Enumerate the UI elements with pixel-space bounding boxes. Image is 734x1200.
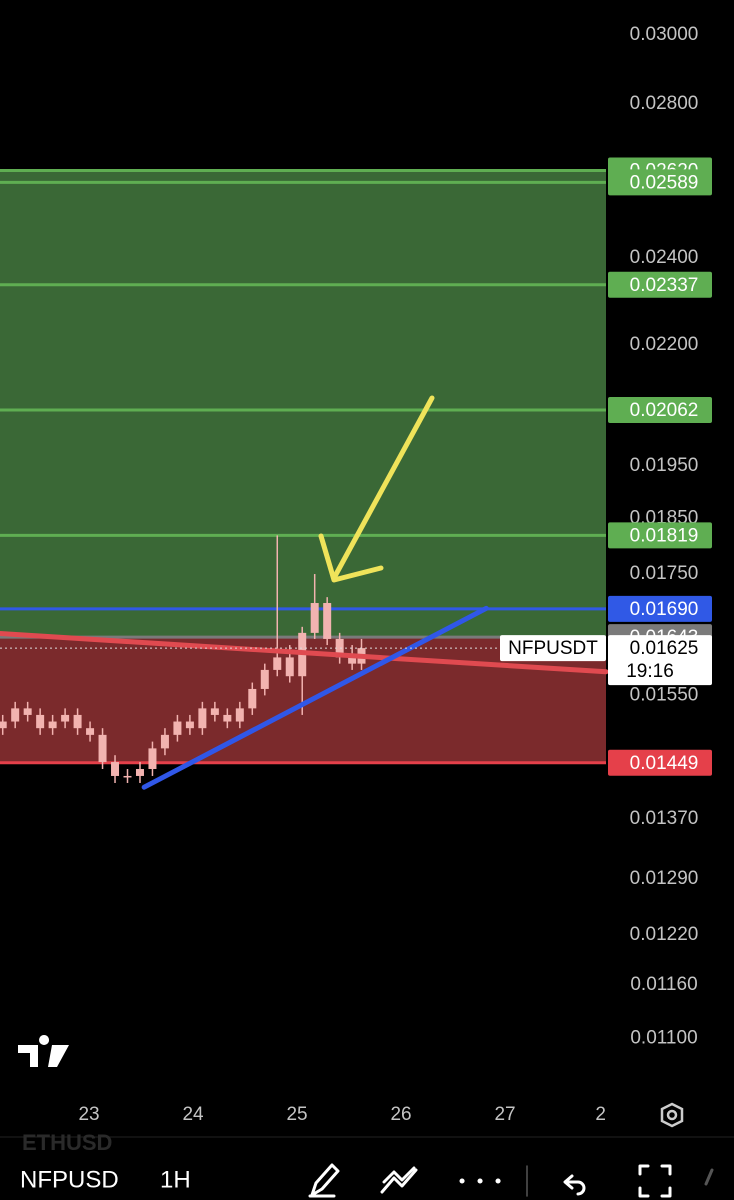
candle-body	[223, 714, 232, 722]
candle-body	[185, 721, 194, 729]
price-tag	[608, 271, 712, 298]
last-price-label: 0.01625	[630, 638, 699, 659]
candle-body	[285, 657, 294, 677]
price-tag	[608, 749, 712, 776]
symbol[interactable]: NFPUSD	[20, 1166, 119, 1193]
candle-body	[48, 721, 57, 729]
candle-body	[0, 721, 7, 729]
candle-body	[198, 708, 207, 729]
candle-body	[73, 714, 82, 729]
candle-body	[61, 714, 70, 722]
y-tick-label: 0.02800	[630, 93, 699, 114]
candle-body	[335, 638, 344, 658]
settings-icon[interactable]	[660, 1102, 684, 1128]
x-tick-label: 27	[494, 1104, 515, 1125]
logo	[18, 1035, 69, 1067]
candle-body	[173, 721, 182, 735]
price-tag-label: 0.02062	[630, 400, 699, 421]
last-price-tag	[608, 635, 712, 686]
candle-body	[86, 728, 95, 735]
price-tag-label: 0.01690	[630, 599, 699, 620]
candle-body	[273, 657, 282, 670]
undo-icon[interactable]	[563, 1174, 586, 1196]
candle-body	[123, 775, 132, 778]
candle-body	[36, 714, 45, 729]
candle-body	[98, 734, 107, 763]
price-tag	[608, 522, 712, 549]
y-tick-label: 0.01370	[630, 808, 699, 829]
symbol-tag	[500, 635, 606, 662]
y-tick-label: 0.01160	[630, 974, 697, 995]
candle-body	[323, 603, 332, 639]
zone	[0, 170, 606, 638]
arrow-head	[318, 533, 384, 583]
price-tag-label: 0.01819	[630, 525, 699, 546]
candle-body	[348, 657, 357, 664]
trend-line	[141, 605, 489, 790]
x-tick-label: 2	[595, 1104, 606, 1125]
plot	[0, 168, 609, 790]
price-tag	[608, 595, 712, 622]
x-tick-label: 24	[182, 1104, 204, 1125]
candle-body	[260, 669, 269, 689]
y-tick-label: 0.02200	[630, 334, 699, 355]
y-tick-label: 0.01290	[630, 868, 699, 889]
indicator-icon[interactable]	[380, 1166, 418, 1194]
price-tag-label: 0.02589	[630, 172, 699, 193]
symbol-tag-label: NFPUSDT	[508, 638, 598, 659]
candle-body	[310, 603, 319, 633]
y-tick-label: 0.01550	[630, 684, 699, 705]
y-tick-label: 0.03000	[630, 24, 699, 45]
price-tag-label: 0.02337	[630, 275, 699, 296]
y-tick-label: 0.01100	[630, 1027, 697, 1048]
candle-body	[248, 688, 257, 709]
y-tick-label: 0.02400	[630, 247, 699, 268]
candle-body	[160, 734, 169, 749]
price-tag-label: 0.01449	[630, 753, 699, 774]
edge-icon	[704, 1168, 714, 1186]
candle-body	[135, 768, 144, 776]
price-tag	[608, 169, 712, 196]
x-tick-label: 26	[390, 1104, 411, 1125]
candle-body	[210, 708, 219, 715]
prev-symbol: ETHUSD	[22, 1130, 112, 1155]
candle-body	[11, 708, 20, 722]
x-tick-label: 25	[286, 1104, 307, 1125]
candle-body	[23, 708, 32, 715]
draw-icon[interactable]	[308, 1163, 340, 1198]
x-tick-label: 23	[78, 1104, 99, 1125]
axis: 0.03000 0.02800 0.02400 0.02200 0.01950 0.018…	[78, 24, 712, 1125]
y-tick-label: 0.01220	[630, 924, 699, 945]
candle-body	[235, 708, 244, 722]
candle-body	[111, 762, 120, 776]
candle-body	[148, 748, 157, 769]
countdown-label: 19:16	[626, 661, 674, 682]
fullscreen-icon[interactable]	[638, 1164, 672, 1198]
trend-line	[0, 630, 609, 675]
y-tick-label: 0.01750	[630, 563, 699, 584]
price-tag	[608, 396, 712, 423]
interval[interactable]: 1H	[160, 1166, 191, 1193]
y-tick-label: 0.01950	[630, 455, 699, 476]
arrow	[331, 395, 435, 581]
